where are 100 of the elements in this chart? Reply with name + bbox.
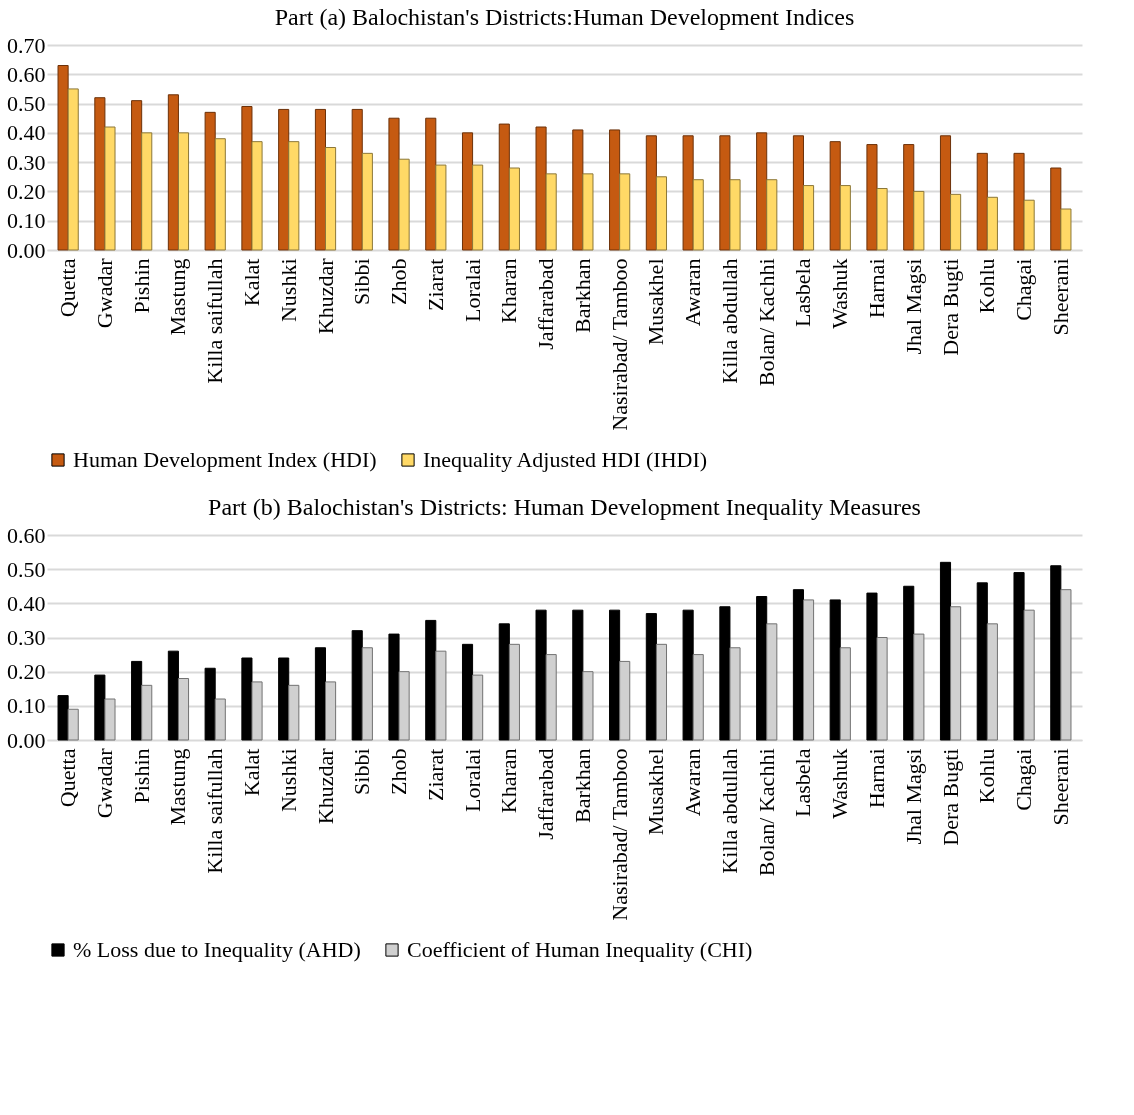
bar [1013,572,1025,741]
x-tick-label: Jhal Magsi [900,748,926,845]
y-tick-label: 0.00 [7,237,46,263]
x-tick-label: Zhob [386,748,412,795]
bar [204,667,216,741]
y-tick-label: 0.50 [7,91,46,117]
x-tick-label: Washuk [827,748,853,819]
bar [692,179,704,251]
x-tick-label: Harnai [864,258,890,319]
x-tick-label: Washuk [827,258,853,329]
bar [866,144,878,251]
bar [939,561,952,741]
y-tick-label: 0.30 [7,625,46,650]
bar [582,173,594,251]
bar [976,582,988,741]
bar [167,650,179,741]
bar [141,132,153,251]
y-tick-label: 0.70 [7,32,46,58]
x-tick-label: Dera Bugti [937,748,963,846]
bar [325,147,337,251]
bar [1023,199,1035,251]
bar [655,176,668,251]
x-tick-label: Awaran [680,748,706,817]
bar [756,132,768,251]
bar [131,100,143,251]
bar [986,196,998,251]
x-tick-label: Pishin [128,258,154,314]
x-tick-label: Mastung [165,748,191,826]
bar [950,193,962,251]
bar [1050,565,1062,741]
x-tick-label: Gwadar [91,257,117,329]
bar [241,106,253,251]
bar [241,657,253,741]
y-tick-label: 0.10 [7,693,46,719]
x-tick-label: Kharan [496,748,522,814]
bar [609,609,621,741]
bar [756,596,768,741]
x-tick-label: Musakhel [643,748,669,836]
bar [535,126,547,251]
x-tick-label: Ziarat [422,258,448,312]
x-tick-label: Zhob [386,258,412,305]
bar [104,126,116,251]
bar [876,188,888,251]
x-tick-label: Quetta [55,258,81,318]
bar [498,123,510,251]
x-tick-label: Quetta [55,748,81,808]
bar [545,173,557,251]
bar [572,129,584,251]
bar [57,695,69,741]
bar [351,108,363,251]
bar [1013,152,1025,251]
x-tick-label: Bolan/ Kachhi [753,748,779,877]
x-tick-label: Ziarat [422,748,448,802]
bar [792,135,804,251]
bar [288,141,300,251]
bar [766,179,778,251]
bar [278,657,290,741]
bar [535,609,547,741]
x-tick-label: Loralai [459,258,485,323]
legend-label: % Loss due to Inequality (AHD) [73,937,361,962]
x-tick-label: Sibbi [349,748,375,795]
x-tick-label: Killa abdullah [716,748,742,874]
legend-label: Coefficient of Human Inequality (CHI) [407,937,753,962]
bar [94,97,106,251]
x-tick-label: Kohlu [974,258,1000,314]
x-tick-label: Pishin [128,748,154,804]
x-tick-label: Bolan/ Kachhi [753,258,779,387]
bar [1060,208,1072,251]
y-tick-label: 0.40 [7,120,46,146]
bar [719,606,731,741]
x-tick-label: Barkhan [569,258,595,334]
bar [278,108,290,251]
x-tick-label: Jaffarabad [533,748,559,840]
legend-label: Human Development Index (HDI) [73,447,377,472]
bar [214,138,226,251]
bar [131,660,143,741]
x-tick-label: Sheerani [1047,258,1073,336]
x-tick-label: Mastung [165,258,191,336]
bar [939,135,952,251]
bar [913,190,925,251]
bar [425,619,437,741]
bar [251,141,263,251]
x-tick-label: Musakhel [643,258,669,346]
bar [619,173,631,251]
bar [682,609,694,741]
x-tick-label: Killa abdullah [716,258,742,384]
x-tick-label: Jhal Magsi [900,258,926,355]
bar [829,599,841,741]
bar [609,129,621,251]
x-tick-label: Khuzdar [312,747,338,825]
bar [57,65,69,251]
x-tick-label: Dera Bugti [937,258,963,356]
x-tick-label: Kalat [238,258,264,307]
bar [645,613,657,741]
x-tick-label: Loralai [459,748,485,813]
y-tick-label: 0.60 [7,522,46,548]
bar [498,623,510,741]
x-tick-label: Gwadar [91,747,117,819]
x-tick-label: Nasirabad/ Tamboo [606,748,632,921]
bar [351,630,363,741]
